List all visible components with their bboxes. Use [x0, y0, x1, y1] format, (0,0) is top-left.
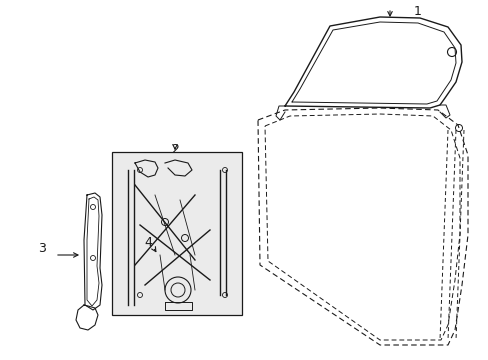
- Text: 2: 2: [171, 143, 179, 156]
- Text: 4: 4: [144, 235, 152, 248]
- Text: 1: 1: [413, 5, 421, 18]
- Bar: [112, 152, 242, 315]
- Text: 3: 3: [38, 242, 46, 255]
